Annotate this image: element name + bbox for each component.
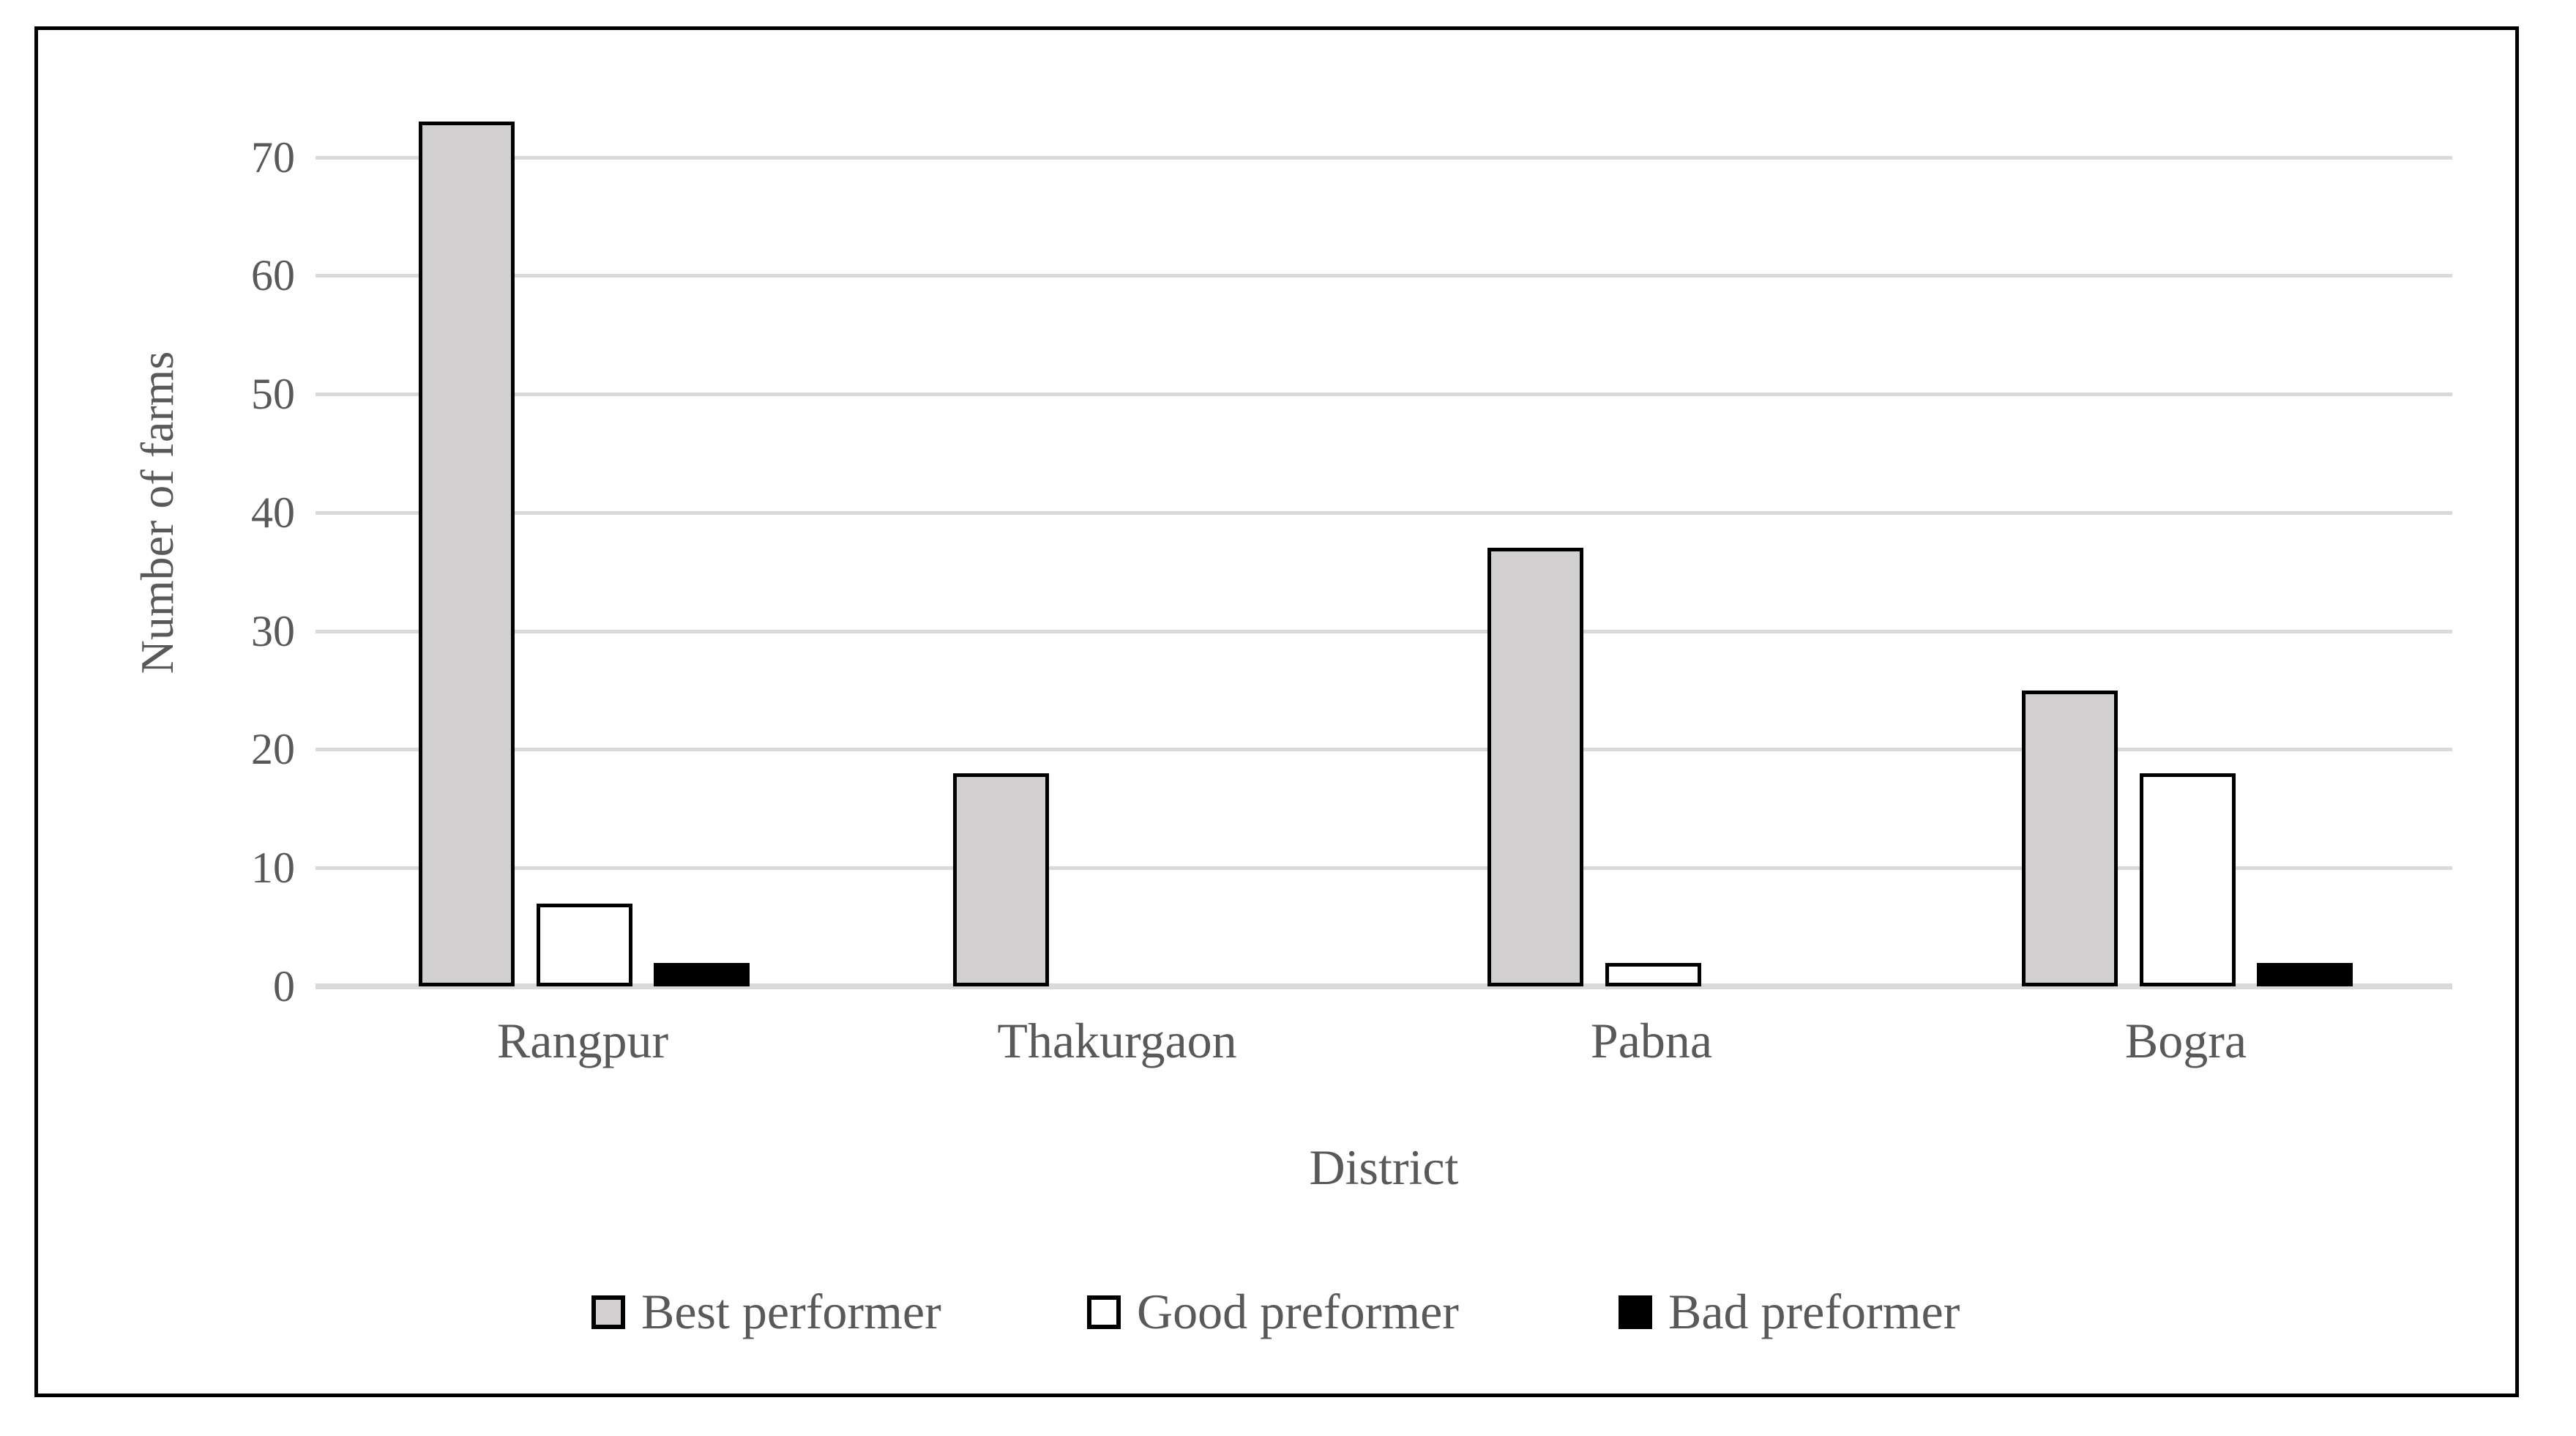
x-axis-line xyxy=(316,983,2452,989)
x-tick-label-pabna: Pabna xyxy=(1590,1013,1713,1068)
gridline-60 xyxy=(316,274,2452,278)
bar-group-thakurgaon xyxy=(850,122,1384,986)
x-tick-label-rangpur: Rangpur xyxy=(496,1013,669,1068)
legend-item-good-preformer: Good preformer xyxy=(1087,1283,1459,1341)
y-tick-label-70: 70 xyxy=(251,133,295,182)
bar-group-pabna xyxy=(1384,122,1919,986)
y-tick-label-50: 50 xyxy=(251,370,295,419)
gridline-30 xyxy=(316,629,2452,633)
bar-group-rangpur xyxy=(316,122,850,986)
y-tick-label-20: 20 xyxy=(251,725,295,774)
gridline-20 xyxy=(316,748,2452,752)
legend-swatch-bad-preformer xyxy=(1619,1295,1652,1329)
y-tick-label-30: 30 xyxy=(251,606,295,655)
legend-label-good-preformer: Good preformer xyxy=(1137,1284,1459,1339)
gridline-50 xyxy=(316,393,2452,397)
y-tick-label-60: 60 xyxy=(251,251,295,300)
x-tick-label-thakurgaon: Thakurgaon xyxy=(997,1013,1237,1068)
bar-bogra-good-preformer xyxy=(2140,773,2236,986)
plot-area xyxy=(316,122,2453,989)
legend-swatch-best-performer xyxy=(591,1295,625,1329)
gridline-10 xyxy=(316,866,2452,871)
bar-bogra-bad-preformer xyxy=(2257,963,2353,986)
gridline-70 xyxy=(316,155,2452,160)
legend-label-bad-preformer: Bad preformer xyxy=(1668,1284,1960,1339)
x-axis-title: District xyxy=(1309,1139,1459,1195)
y-tick-label-10: 10 xyxy=(251,844,295,893)
legend-swatch-good-preformer xyxy=(1087,1295,1121,1329)
bar-rangpur-good-preformer xyxy=(537,904,632,986)
legend-item-bad-preformer: Bad preformer xyxy=(1619,1283,1960,1341)
legend-label-best-performer: Best performer xyxy=(641,1284,941,1339)
bar-pabna-best-performer xyxy=(1487,548,1583,986)
bar-group-bogra xyxy=(1919,122,2453,986)
bar-rangpur-bad-preformer xyxy=(654,963,750,986)
bar-pabna-good-preformer xyxy=(1605,963,1701,986)
bar-bogra-best-performer xyxy=(2022,691,2118,986)
y-tick-label-0: 0 xyxy=(273,962,295,1011)
legend-item-best-performer: Best performer xyxy=(591,1283,941,1341)
bar-rangpur-best-performer xyxy=(419,122,515,986)
y-tick-label-40: 40 xyxy=(251,488,295,537)
gridline-40 xyxy=(316,510,2452,515)
bar-thakurgaon-best-performer xyxy=(953,773,1049,986)
x-tick-label-bogra: Bogra xyxy=(2124,1013,2247,1068)
